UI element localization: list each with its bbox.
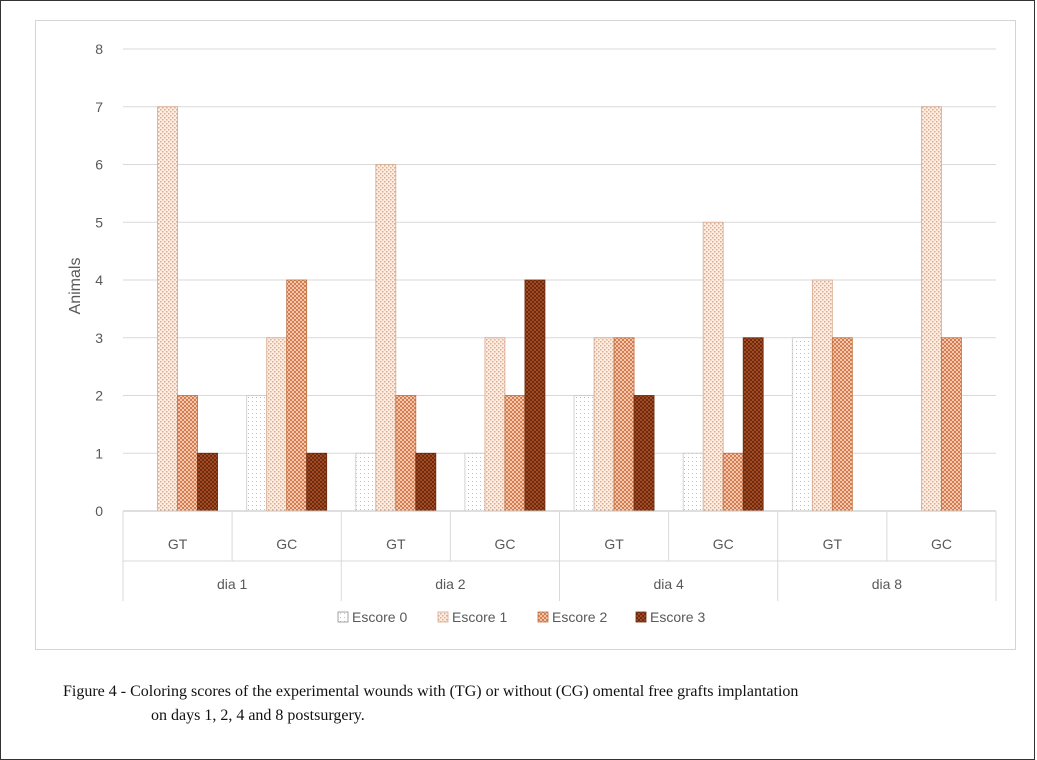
bar-escore-3 [306,452,328,512]
bar-escore-0 [464,452,486,512]
y-tick-label: 6 [95,157,103,173]
x-tick-label: GC [494,536,515,552]
x-group-label: dia 4 [653,576,684,592]
bar-chart: 0 1 2 3 4 5 6 7 8 GT GC GT GC GT GC GT GC dia 1 dia 2 dia … [67,41,997,625]
bar-escore-1 [921,106,942,512]
y-tick-label: 2 [95,388,103,404]
bars [157,106,962,512]
bar-escore-2 [395,395,417,512]
legend-label: Escore 1 [452,609,507,625]
y-tick-label: 8 [95,41,103,57]
x-tick-label: GC [276,536,297,552]
y-tick-labels: 0 1 2 3 4 5 6 7 8 [95,41,103,519]
bar-escore-1 [157,106,178,512]
caption-line-2: on days 1, 2, 4 and 8 postsurgery. [151,707,365,724]
bar-escore-0 [573,395,595,512]
y-tick-label: 0 [95,503,103,519]
bar-escore-3 [197,452,218,512]
bar-escore-0 [682,452,704,512]
caption-line-1: Figure 4 - Coloring scores of the experi… [63,683,799,700]
bar-escore-2 [831,337,853,512]
y-tick-label: 4 [95,272,103,288]
x-tick-label: GC [713,536,734,552]
legend-label: Escore 2 [552,609,607,625]
bar-escore-0 [246,395,268,512]
bar-escore-3 [633,395,655,512]
legend-swatch [635,611,647,623]
y-tick-label: 1 [95,445,103,461]
bar-escore-3 [742,337,764,512]
x-group-label: dia 8 [872,576,903,592]
bar-escore-2 [286,279,308,512]
x-axis: GT GC GT GC GT GC GT GC dia 1 dia 2 dia 4 dia 8 [122,510,997,601]
bar-escore-3 [524,279,546,512]
bar-escore-1 [375,164,397,512]
legend: Escore 0 Escore 1 Escore 2 Escore 3 [337,609,705,625]
legend-swatch [537,611,549,623]
x-tick-label: GT [386,536,406,552]
bar-escore-1 [593,337,615,512]
legend-swatch [437,611,449,623]
bar-escore-1 [702,221,724,512]
x-tick-label: GT [604,536,624,552]
bar-escore-1 [266,337,288,512]
bar-escore-2 [722,452,744,512]
bar-escore-2 [613,337,635,512]
x-tick-label: GC [931,536,952,552]
bar-escore-3 [415,452,437,512]
bar-escore-0 [791,337,813,512]
chart-area: 0 1 2 3 4 5 6 7 8 GT GC GT GC GT GC GT GC dia 1 dia 2 dia … [35,20,1016,650]
x-group-label: dia 1 [217,576,248,592]
y-tick-label: 7 [95,99,103,115]
x-tick-label: GT [823,536,843,552]
bar-escore-1 [811,279,833,512]
bar-escore-2 [504,395,526,512]
x-tick-label: GT [168,536,188,552]
legend-swatch [337,611,349,623]
legend-label: Escore 3 [650,609,705,625]
x-group-label: dia 2 [435,576,466,592]
bar-escore-2 [177,395,198,512]
y-tick-label: 5 [95,214,103,230]
bar-escore-0 [355,452,377,512]
bar-escore-2 [941,337,962,512]
bar-escore-1 [484,337,506,512]
y-axis-label: Animals [67,258,84,315]
figure-caption: Figure 4 - Coloring scores of the experi… [63,680,1033,728]
y-tick-label: 3 [95,330,103,346]
legend-label: Escore 0 [352,609,407,625]
